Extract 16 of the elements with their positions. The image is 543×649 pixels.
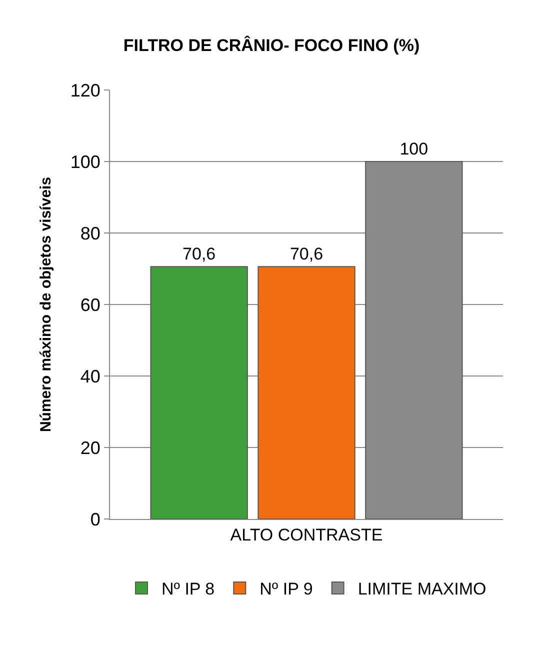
y-tick-label: 100 (70, 152, 100, 172)
y-axis-title: Número máximo de objetos visíveis (38, 176, 55, 432)
y-tick-label: 40 (80, 366, 100, 386)
y-tick-label: 60 (80, 294, 100, 315)
data-label: 100 (400, 140, 428, 158)
legend-label: Nº IP 8 (162, 580, 215, 599)
y-tick-label: 0 (90, 509, 100, 530)
x-tick-label: ALTO CONTRASTE (230, 525, 383, 544)
y-tick-label: 20 (80, 438, 100, 458)
y-tick-label: 120 (70, 80, 100, 100)
y-tick-label: 80 (80, 223, 100, 244)
legend-label: Nº IP 9 (260, 580, 313, 599)
chart-title: FILTRO DE CRÂNIO- FOCO FINO (%) (123, 34, 420, 55)
legend-label: LIMITE MAXIMO (358, 580, 486, 599)
data-label: 70,6 (182, 244, 216, 264)
data-label: 70,6 (290, 244, 324, 264)
